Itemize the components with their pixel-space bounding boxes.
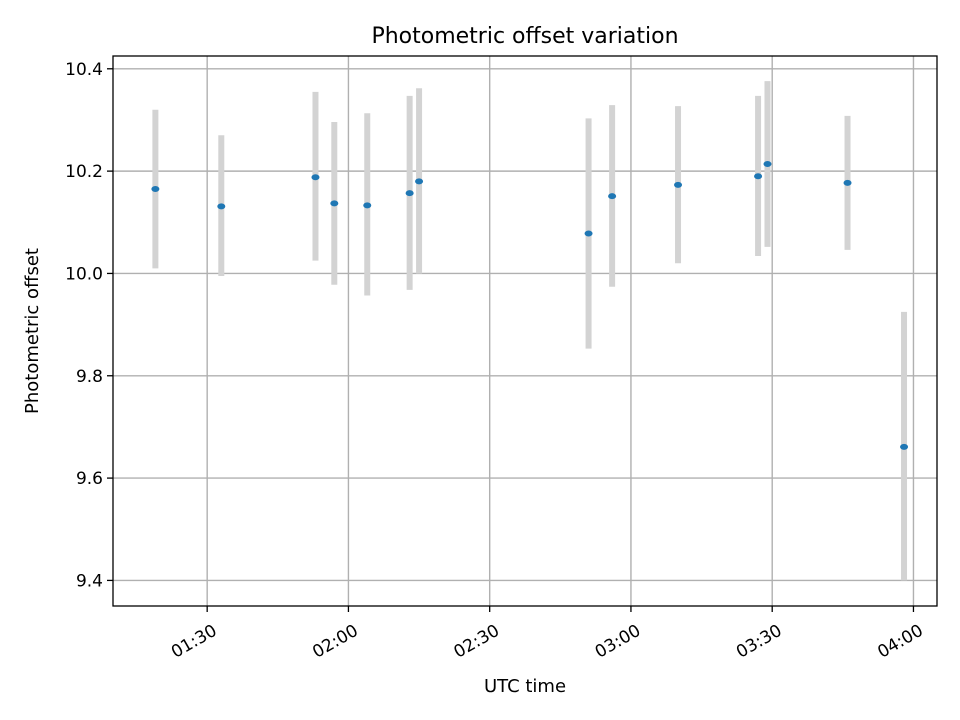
y-tick-label: 9.6 — [76, 469, 103, 489]
y-tick-label: 10.2 — [65, 162, 103, 182]
x-tick-label: 01:30 — [168, 621, 220, 663]
data-point — [900, 443, 909, 450]
data-point — [608, 193, 617, 200]
chart-title: Photometric offset variation — [371, 24, 678, 49]
x-tick-label: 02:30 — [451, 621, 503, 663]
data-point — [405, 190, 414, 197]
data-point — [363, 202, 372, 209]
y-tick-label: 10.4 — [65, 60, 103, 80]
data-point — [311, 174, 320, 181]
data-point — [674, 181, 683, 188]
x-tick-label: 04:00 — [874, 621, 926, 663]
y-tick-label: 9.4 — [76, 571, 103, 591]
x-axis-label: UTC time — [484, 676, 566, 697]
data-point — [415, 178, 424, 185]
data-point — [330, 200, 339, 207]
error-bars — [152, 81, 908, 581]
data-point — [763, 160, 772, 167]
y-axis-label: Photometric offset — [22, 248, 43, 414]
x-tick-label: 03:00 — [592, 621, 644, 663]
x-tick-label: 03:30 — [733, 621, 785, 663]
grid-lines — [113, 56, 937, 606]
data-point — [754, 173, 763, 180]
data-point — [843, 179, 852, 186]
data-point — [584, 230, 593, 237]
y-axis-ticks: 9.4 9.6 9.8 10.0 10.2 10.4 — [65, 60, 113, 591]
x-tick-label: 02:00 — [309, 621, 361, 663]
data-points — [151, 160, 909, 450]
plot-frame — [112, 55, 938, 607]
x-axis-ticks: 01:30 02:00 02:30 03:00 03:30 04:00 — [168, 606, 927, 663]
data-point — [151, 186, 160, 193]
y-tick-label: 10.0 — [65, 264, 103, 284]
data-point — [217, 203, 226, 210]
y-tick-label: 9.8 — [76, 367, 103, 387]
